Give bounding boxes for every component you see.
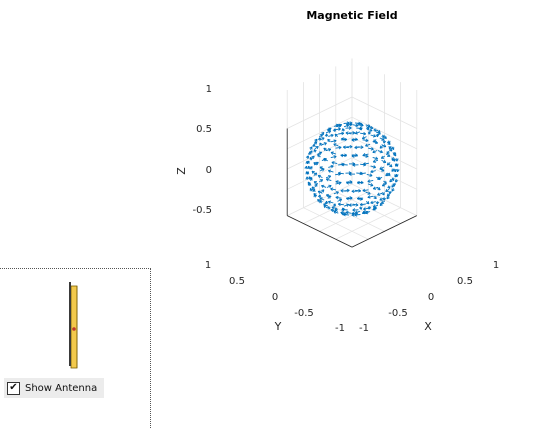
field-arrow-head: [326, 194, 329, 195]
field-arrow-head: [331, 209, 334, 210]
field-arrow-head: [336, 196, 339, 197]
field-arrow-head: [392, 184, 393, 187]
field-arrow-head: [320, 195, 321, 198]
field-arrow-head: [338, 203, 341, 204]
x-tick-label: -0.5: [388, 308, 408, 319]
field-arrow-head: [363, 134, 366, 135]
y-tick-label: -1: [335, 323, 345, 334]
field-arrow-head: [361, 183, 364, 184]
x-tick-label: 0: [428, 292, 434, 303]
field-arrow-head: [356, 126, 359, 127]
field-arrow-head: [335, 204, 336, 207]
field-arrow-head: [312, 151, 313, 154]
z-axis: 1 0.5 0 -0.5 Z: [175, 84, 212, 216]
field-arrow-head: [375, 159, 378, 160]
field-arrow-head: [375, 143, 378, 144]
x-tick-label: -1: [359, 323, 369, 334]
field-arrow-head: [395, 180, 396, 183]
show-antenna-checkbox[interactable]: ✔ Show Antenna: [4, 378, 104, 398]
field-arrow-head: [308, 172, 309, 175]
field-arrow-head: [356, 205, 359, 206]
x-tick-label: 0.5: [457, 276, 473, 287]
field-arrow-head: [328, 201, 331, 202]
y-tick-label: 0.5: [229, 276, 245, 287]
x-tick-label: 1: [493, 260, 499, 271]
y-tick-label: 0: [272, 292, 278, 303]
field-arrow-head: [360, 200, 363, 201]
y-tick-label: -0.5: [294, 308, 314, 319]
field-arrow-head: [383, 141, 384, 144]
z-axis-label: Z: [175, 167, 188, 175]
field-arrow-head: [370, 131, 373, 132]
y-axis-label: Y: [274, 320, 282, 333]
field-arrow-head: [332, 162, 335, 163]
field-arrow-head: [341, 138, 344, 139]
z-tick-label: 0.5: [196, 124, 212, 135]
x-axis: -1 -0.5 0 0.5 1 X: [359, 260, 499, 334]
field-arrow-head: [387, 175, 390, 176]
field-arrow-head: [346, 132, 349, 133]
field-arrow-head: [371, 149, 374, 150]
field-arrow-head: [368, 207, 369, 210]
field-arrow-head: [370, 176, 373, 177]
y-axis: 1 0.5 0 -0.5 -1 Y: [205, 260, 345, 334]
field-arrow-head: [370, 186, 373, 187]
antenna-icon: [0, 0, 160, 420]
check-mark-icon: ✔: [9, 383, 17, 393]
field-arrow-head: [331, 188, 334, 189]
plot-title: Magnetic Field: [306, 9, 397, 22]
x-axis-label: X: [424, 320, 432, 333]
field-arrow-head: [314, 194, 317, 195]
field-arrow-head: [373, 167, 376, 168]
antenna-feed-point: [72, 327, 76, 331]
field-arrow-head: [341, 154, 344, 155]
y-tick-label: 1: [205, 260, 211, 271]
axes-box: [287, 59, 417, 248]
field-arrow-head: [312, 167, 313, 170]
field-arrow-head: [373, 136, 376, 137]
field-arrow-head: [363, 165, 366, 166]
field-arrow-head: [326, 178, 329, 179]
z-tick-label: -0.5: [192, 205, 212, 216]
checkbox-label: Show Antenna: [25, 383, 97, 394]
field-arrow-head: [392, 169, 393, 172]
z-tick-label: 0: [206, 165, 212, 176]
antenna-body: [71, 286, 77, 368]
field-arrow-head: [331, 152, 334, 153]
z-tick-label: 1: [206, 84, 212, 95]
antenna-edge: [69, 282, 71, 366]
field-arrow-head: [328, 170, 331, 171]
field-arrow-head: [387, 144, 390, 145]
field-arrow-head: [308, 156, 309, 159]
checkbox-box[interactable]: ✔: [7, 382, 20, 395]
field-arrow-head: [346, 211, 349, 212]
